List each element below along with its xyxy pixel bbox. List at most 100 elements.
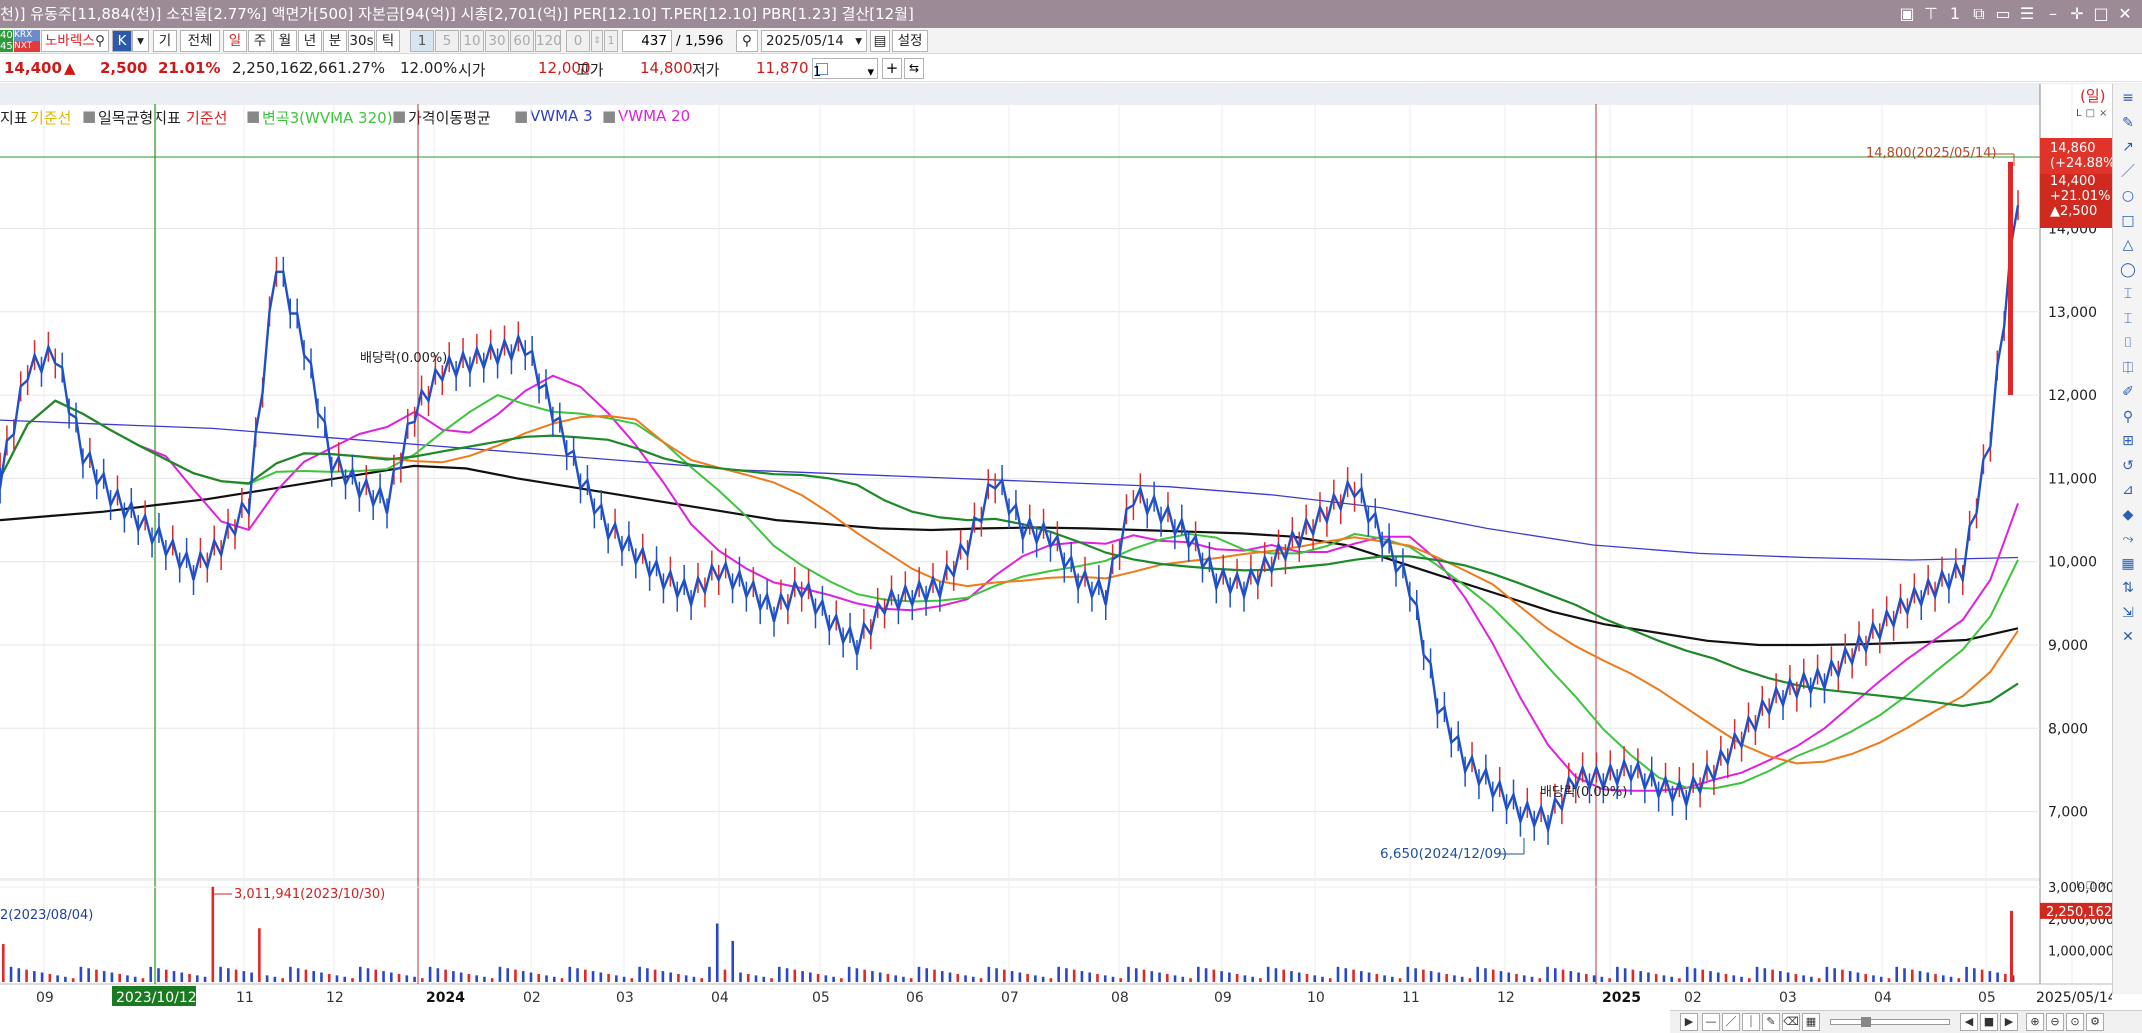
- pen-icon[interactable]: ✎: [1762, 1013, 1780, 1031]
- drawing-tool-icon[interactable]: ⤳: [2122, 531, 2134, 547]
- search-icon[interactable]: ⚲: [95, 33, 105, 49]
- drawing-tool-icon[interactable]: ✕: [2122, 629, 2134, 645]
- drawing-tool-icon[interactable]: ≡: [2122, 90, 2134, 106]
- chevron-down-icon[interactable]: ▾: [132, 30, 149, 52]
- position-field[interactable]: 437: [622, 30, 672, 52]
- dividend-annotation: 배당락(0.00%): [1540, 785, 1627, 800]
- add-icon[interactable]: +: [882, 58, 902, 79]
- drawing-tool-icon[interactable]: ⊞: [2122, 433, 2134, 449]
- drawing-tool-icon[interactable]: ⇅: [2122, 580, 2134, 596]
- drawing-tool-icon[interactable]: ◆: [2122, 506, 2134, 523]
- volume: 2,250,162: [232, 59, 309, 77]
- drawing-tool-icon[interactable]: □: [2121, 212, 2135, 229]
- period-all-button[interactable]: 전체: [180, 30, 220, 52]
- drawing-tool-icon[interactable]: ⌷: [2123, 335, 2133, 351]
- move-icon[interactable]: ✛: [2070, 4, 2084, 23]
- drawing-tool-icon[interactable]: △: [2122, 237, 2134, 253]
- legend-item-3[interactable]: 변곡3(WVMA 320): [262, 109, 393, 127]
- checkbox[interactable]: [816, 63, 828, 75]
- drawing-tool-icon[interactable]: ○: [2121, 188, 2135, 204]
- period-minute-button[interactable]: 분: [323, 30, 347, 52]
- compare-select[interactable]: 1 ▾: [812, 58, 878, 80]
- prev-icon[interactable]: ◀: [1960, 1013, 1978, 1031]
- link-icon[interactable]: ⧉: [1973, 4, 1985, 23]
- drawing-tool-icon[interactable]: ⚲: [2122, 408, 2134, 425]
- interval-30-button[interactable]: 30: [485, 30, 509, 52]
- volume-bar: [1119, 978, 1123, 982]
- exchange-badge[interactable]: KRX NXT: [14, 30, 40, 52]
- volume-bar: [646, 968, 649, 982]
- maximize-icon[interactable]: □: [2093, 4, 2109, 23]
- zoom-out-icon[interactable]: ⊖: [2046, 1013, 2064, 1031]
- x-tick-label: 02: [523, 990, 541, 1006]
- zoom-reset-icon[interactable]: ⊙: [2066, 1013, 2084, 1031]
- drawing-tool-icon[interactable]: ◯: [2120, 261, 2136, 278]
- line-icon[interactable]: ／: [1722, 1013, 1740, 1031]
- period-tick-button[interactable]: 틱: [376, 30, 400, 52]
- pin-icon[interactable]: ▣: [1899, 4, 1915, 23]
- close-icon[interactable]: ✕: [2118, 4, 2132, 23]
- settings-button[interactable]: 설정: [892, 30, 928, 52]
- period-week-button[interactable]: 주: [248, 30, 272, 52]
- scroll-thumb[interactable]: [1861, 1017, 1871, 1027]
- drawing-tool-icon[interactable]: ⊿: [2122, 482, 2134, 498]
- date-select[interactable]: 2025/05/14 ▾: [761, 30, 867, 52]
- layout-icon[interactable]: ⇆: [904, 58, 924, 79]
- drawing-tool-icon[interactable]: ▦: [2121, 555, 2135, 572]
- minimize-icon[interactable]: –: [2049, 4, 2057, 23]
- period-gi-button[interactable]: 기: [153, 30, 177, 52]
- copy-icon[interactable]: ▭: [1995, 4, 2011, 23]
- legend-square-icon: ■: [82, 107, 97, 125]
- interval-60-button[interactable]: 60: [510, 30, 534, 52]
- interval-5-button[interactable]: 5: [435, 30, 459, 52]
- drawing-tool-icon[interactable]: ⇲: [2122, 604, 2134, 621]
- zoom-in-icon[interactable]: ⊕: [2026, 1013, 2044, 1031]
- legend-item-1-sub[interactable]: 기준선: [30, 109, 72, 127]
- volume-panel-controls[interactable]: L□×: [2076, 880, 2112, 891]
- volume-bar: [1088, 972, 1091, 982]
- interval-10-button[interactable]: 10: [460, 30, 484, 52]
- panel-controls[interactable]: L□×: [2076, 108, 2112, 119]
- period-year-button[interactable]: 년: [298, 30, 322, 52]
- drawing-tool-icon[interactable]: ↺: [2122, 457, 2134, 474]
- grid-icon[interactable]: ▦: [1802, 1013, 1820, 1031]
- drawing-tool-icon[interactable]: ／: [2121, 163, 2135, 180]
- fix-icon[interactable]: ⊤: [1924, 4, 1938, 23]
- legend-item-2-sub[interactable]: 기준선: [186, 109, 228, 127]
- count-small-field[interactable]: 1: [604, 30, 618, 52]
- list-icon[interactable]: ☰: [2019, 4, 2035, 23]
- number-icon[interactable]: 1: [1949, 4, 1961, 23]
- drawing-tool-icon[interactable]: ⎅: [2122, 359, 2134, 376]
- scrollbar[interactable]: [1830, 1017, 1950, 1027]
- next-icon[interactable]: ▶: [2000, 1013, 2018, 1031]
- eraser-icon[interactable]: ⌫: [1782, 1013, 1800, 1031]
- legend-item-2[interactable]: 일목균형지표: [98, 109, 181, 127]
- period-month-button[interactable]: 월: [273, 30, 297, 52]
- price-chart[interactable]: 14,00013,00012,00011,00010,0009,0008,000…: [0, 84, 2112, 1010]
- period-day-button[interactable]: 일: [223, 30, 247, 52]
- k-button[interactable]: K: [112, 30, 132, 52]
- legend-item-4[interactable]: 가격이동평균: [408, 109, 491, 127]
- bar-icon[interactable]: ⏐: [1742, 1013, 1760, 1031]
- drawing-tool-icon[interactable]: ⌶: [2123, 286, 2133, 302]
- interval-120-button[interactable]: 120: [535, 30, 562, 52]
- period-30s-button[interactable]: 30s: [348, 30, 375, 52]
- count-field[interactable]: 0: [566, 30, 590, 52]
- stop-icon[interactable]: ■: [1980, 1013, 1998, 1031]
- drawing-tool-icon[interactable]: ✎: [2122, 114, 2134, 131]
- legend-item-6[interactable]: VWMA 20: [618, 107, 691, 125]
- minus-icon[interactable]: —: [1702, 1013, 1720, 1031]
- drawing-tool-icon[interactable]: ✐: [2122, 384, 2134, 400]
- play-icon[interactable]: ▶: [1680, 1013, 1698, 1031]
- interval-1-button[interactable]: 1: [410, 30, 434, 52]
- legend-item-5[interactable]: VWMA 3: [530, 107, 593, 125]
- stock-name-field[interactable]: 노바렉스 ⚲: [41, 30, 109, 52]
- gear-icon[interactable]: ⚙: [2086, 1013, 2104, 1031]
- drawing-tool-icon[interactable]: ⌶: [2123, 310, 2133, 327]
- drawing-tool-icon[interactable]: ↗: [2122, 139, 2134, 155]
- count-stepper[interactable]: ⇕: [591, 30, 603, 52]
- magnifier-icon[interactable]: ⚲: [736, 30, 758, 52]
- volume-bar: [242, 971, 246, 982]
- legend-item-1[interactable]: 지표: [0, 109, 28, 127]
- save-icon[interactable]: ▤: [870, 30, 890, 52]
